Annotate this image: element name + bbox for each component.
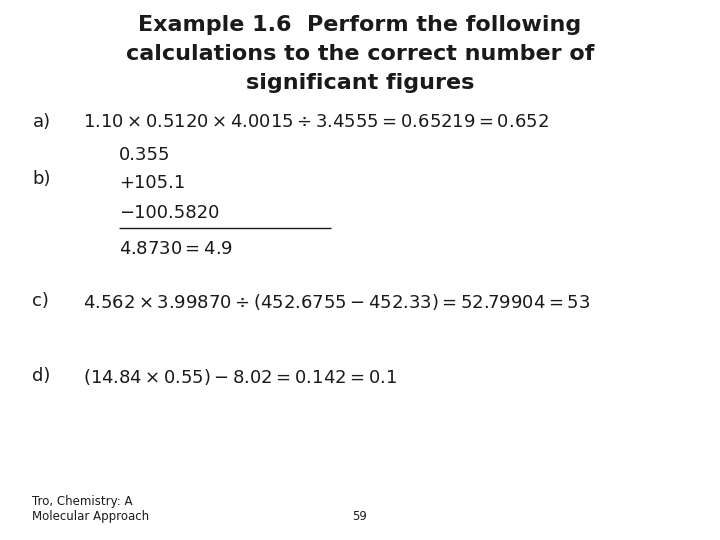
- Text: significant figures: significant figures: [246, 73, 474, 93]
- Text: a): a): [32, 113, 50, 131]
- Text: b): b): [32, 170, 51, 188]
- Text: $4.562\times3.99870\div(452.6755-452.33)=52.79904=53$: $4.562\times3.99870\div(452.6755-452.33)…: [83, 292, 590, 312]
- Text: +105.1: +105.1: [119, 174, 185, 192]
- Text: c): c): [32, 292, 49, 309]
- Text: Tro, Chemistry: A
Molecular Approach: Tro, Chemistry: A Molecular Approach: [32, 495, 150, 523]
- Text: −100.5820: −100.5820: [119, 204, 219, 222]
- Text: calculations to the correct number of: calculations to the correct number of: [126, 44, 594, 64]
- Text: 59: 59: [353, 510, 367, 523]
- Text: $1.10\times0.5120\times4.0015\div3.4555=0.65219=0.652$: $1.10\times0.5120\times4.0015\div3.4555=…: [83, 113, 549, 131]
- Text: Example 1.6  Perform the following: Example 1.6 Perform the following: [138, 15, 582, 35]
- Text: 0.355: 0.355: [119, 146, 171, 164]
- Text: $4.8730=4.9$: $4.8730=4.9$: [119, 240, 233, 258]
- Text: d): d): [32, 367, 51, 385]
- Text: $(14.84\times0.55)-8.02=0.142=0.1$: $(14.84\times0.55)-8.02=0.142=0.1$: [83, 367, 397, 387]
